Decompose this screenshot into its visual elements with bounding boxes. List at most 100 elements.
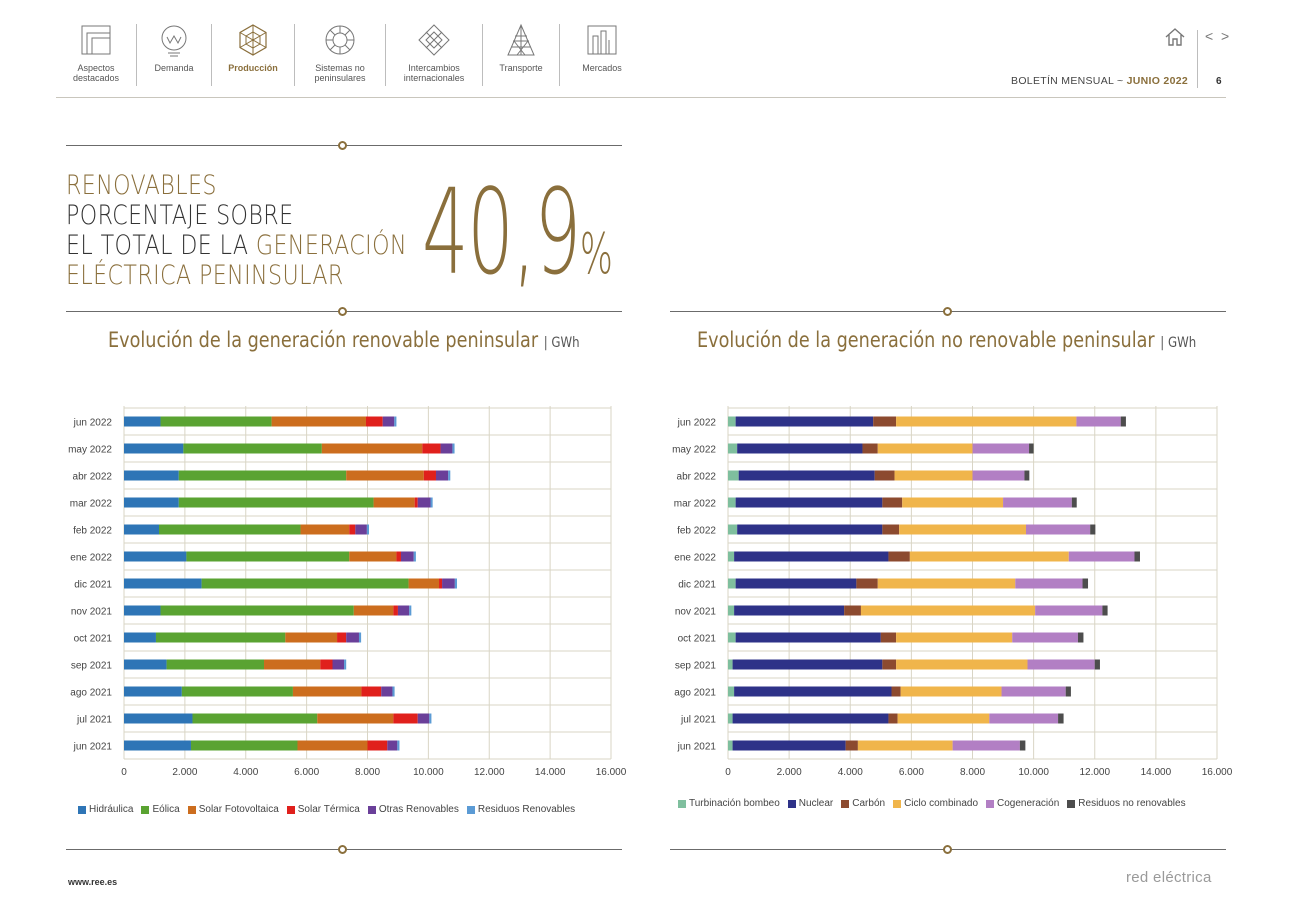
category-label: ene 2022 [70, 553, 112, 564]
x-tick-label: 0 [725, 767, 731, 778]
bar-segment [285, 632, 338, 643]
category-label: may 2022 [68, 445, 112, 456]
bar-segment [124, 443, 184, 454]
legend-item: Residuos no renovables [1067, 798, 1186, 809]
bar-segment [1029, 443, 1034, 454]
legend-swatch [1067, 799, 1076, 808]
bar-segment [732, 740, 846, 751]
nav-divider [211, 24, 212, 86]
legend-label: Solar Fotovoltaica [198, 804, 279, 815]
bar-segment [422, 443, 441, 454]
bar-segment [896, 659, 1028, 670]
bar-segment [728, 524, 738, 535]
bar-segment [178, 497, 374, 508]
legend-swatch [187, 805, 196, 814]
nav-item-produccion[interactable]: Producción [212, 20, 294, 90]
nav-item-sistemas[interactable]: Sistemas no peninsulares [295, 20, 385, 90]
bar-segment [1025, 524, 1091, 535]
legend-swatch [986, 799, 995, 808]
nav-item-intercambios[interactable]: Intercambios internacionales [386, 20, 482, 90]
legend-swatch [141, 805, 150, 814]
section-nav: Aspectos destacados Demanda Producción S… [56, 20, 644, 90]
bar-segment [320, 659, 333, 670]
nav-label: Producción [228, 63, 278, 73]
nav-divider [482, 24, 483, 86]
bar-segment [349, 524, 356, 535]
footer-url[interactable]: www.ree.es [68, 877, 118, 887]
bar-segment [321, 443, 423, 454]
bar-segment [728, 686, 735, 697]
bar-segment [857, 740, 953, 751]
legend-label: Nuclear [798, 798, 834, 809]
bar-segment [337, 632, 347, 643]
bar-segment [734, 551, 889, 562]
bar-segment [396, 551, 401, 562]
category-label: jun 2022 [73, 418, 113, 429]
x-tick-label: 2.000 [777, 767, 802, 778]
bar-segment [728, 578, 736, 589]
bar-segment [394, 416, 397, 427]
previous-page-icon[interactable]: < [1205, 28, 1214, 44]
bar-segment [181, 686, 293, 697]
bar-segment [728, 416, 736, 427]
divider-dot [943, 845, 952, 854]
legend-swatch [678, 799, 686, 808]
bar-segment [439, 578, 443, 589]
bar-segment [317, 713, 394, 724]
bar-segment [845, 740, 858, 751]
page-number: 6 [1216, 76, 1222, 87]
legend-item: Cogeneración [986, 798, 1059, 809]
bar-segment [178, 470, 347, 481]
bar-segment [738, 470, 875, 481]
bar-segment [734, 686, 892, 697]
category-label: mar 2022 [674, 499, 717, 510]
legend-label: Residuos no renovables [1078, 798, 1186, 809]
bar-segment [264, 659, 321, 670]
legend-item: Hidráulica [78, 804, 133, 815]
bar-segment [124, 551, 187, 562]
divider-dot [943, 307, 952, 316]
category-label: mar 2022 [70, 499, 113, 510]
nav-item-mercados[interactable]: Mercados [560, 20, 644, 90]
bar-segment [160, 605, 354, 616]
x-tick-label: 14.000 [535, 767, 566, 778]
nav-label: Intercambios internacionales [403, 63, 465, 83]
nav-divider [136, 24, 137, 86]
bar-segment [873, 416, 897, 427]
category-label: feb 2022 [677, 526, 716, 537]
legend-label: Carbón [852, 798, 886, 809]
bar-segment [1082, 578, 1089, 589]
legend-item: Turbinación bombeo [678, 798, 780, 809]
x-tick-label: 8.000 [355, 767, 380, 778]
headline-line: EL TOTAL DE LA GENERACIÓN [66, 230, 407, 261]
bar-segment [874, 470, 895, 481]
nav-item-transporte[interactable]: Transporte [483, 20, 559, 90]
bar-segment [414, 497, 418, 508]
legend-item: Residuos Renovables [466, 804, 575, 815]
header-divider [1197, 30, 1198, 88]
bar-segment [728, 497, 736, 508]
x-tick-label: 6.000 [294, 767, 319, 778]
bar-segment [902, 497, 1004, 508]
category-label: nov 2021 [675, 607, 717, 618]
category-label: nov 2021 [71, 607, 113, 618]
bar-segment [159, 524, 301, 535]
bulletin-label: BOLETÍN MENSUAL [1011, 75, 1114, 87]
legend-item: Eólica [141, 804, 180, 815]
next-page-icon[interactable]: > [1221, 28, 1230, 44]
home-icon[interactable] [1164, 26, 1186, 48]
category-label: oct 2021 [74, 634, 113, 645]
bar-segment [734, 605, 845, 616]
bar-segment [332, 659, 345, 670]
bar-segment [435, 470, 449, 481]
category-label: jun 2021 [677, 742, 717, 753]
nav-item-demanda[interactable]: Demanda [137, 20, 211, 90]
bar-segment [124, 524, 160, 535]
exchanges-icon [418, 24, 450, 56]
nav-item-aspectos[interactable]: Aspectos destacados [56, 20, 136, 90]
bar-segment [844, 605, 861, 616]
bar-segment [124, 578, 202, 589]
bar-segment [728, 740, 733, 751]
renewable-legend: Hidráulica Eólica Solar Fotovoltaica Solar … [78, 804, 575, 815]
x-tick-label: 16.000 [1202, 767, 1233, 778]
